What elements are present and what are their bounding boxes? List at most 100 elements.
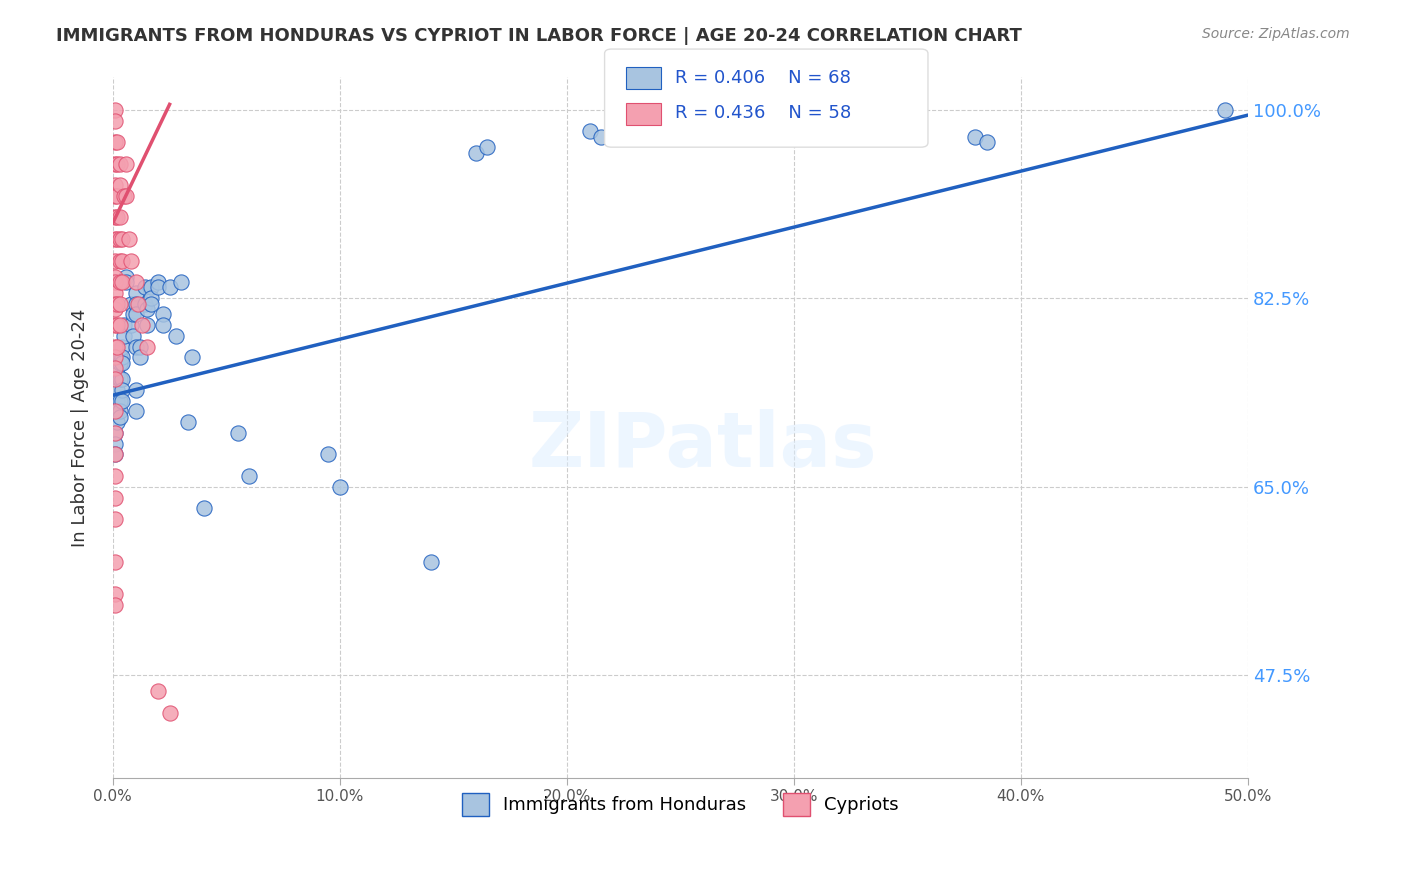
Immigrants from Honduras (124, 285, 146, 300)
Cypriots (127, 296, 149, 310)
Cypriots (105, 156, 128, 170)
Cypriots (131, 318, 153, 333)
Immigrants from Honduras (111, 372, 134, 386)
Immigrants from Honduras (124, 307, 146, 321)
Cypriots (105, 189, 128, 203)
Immigrants from Honduras (124, 296, 146, 310)
Immigrants from Honduras (135, 318, 157, 333)
Cypriots (124, 275, 146, 289)
Cypriots (104, 599, 127, 613)
Cypriots (104, 361, 127, 376)
Cypriots (108, 318, 131, 333)
Immigrants from Honduras (108, 372, 131, 386)
Cypriots (104, 372, 127, 386)
Cypriots (104, 491, 127, 505)
Cypriots (104, 189, 127, 203)
Immigrants from Honduras (120, 318, 142, 333)
Immigrants from Honduras (465, 145, 488, 160)
Immigrants from Honduras (148, 275, 170, 289)
Immigrants from Honduras (129, 340, 152, 354)
Immigrants from Honduras (181, 351, 204, 365)
Cypriots (105, 135, 128, 149)
Immigrants from Honduras (148, 280, 170, 294)
Cypriots (105, 211, 128, 225)
Immigrants from Honduras (122, 329, 145, 343)
Text: ZIPatlas: ZIPatlas (529, 409, 877, 483)
Cypriots (108, 253, 131, 268)
Immigrants from Honduras (135, 301, 157, 316)
Immigrants from Honduras (115, 269, 138, 284)
Cypriots (104, 587, 127, 601)
Cypriots (108, 275, 131, 289)
Immigrants from Honduras (159, 280, 181, 294)
Cypriots (108, 211, 131, 225)
Cypriots (104, 232, 127, 246)
Cypriots (118, 232, 141, 246)
Cypriots (115, 189, 138, 203)
Immigrants from Honduras (238, 469, 260, 483)
Immigrants from Honduras (111, 393, 134, 408)
Cypriots (108, 296, 131, 310)
Cypriots (104, 318, 127, 333)
Text: Source: ZipAtlas.com: Source: ZipAtlas.com (1202, 27, 1350, 41)
Cypriots (104, 113, 127, 128)
Immigrants from Honduras (105, 404, 128, 418)
Cypriots (111, 253, 134, 268)
Immigrants from Honduras (152, 307, 174, 321)
Cypriots (105, 340, 128, 354)
Immigrants from Honduras (141, 296, 163, 310)
Immigrants from Honduras (193, 501, 215, 516)
Immigrants from Honduras (477, 140, 499, 154)
Immigrants from Honduras (111, 356, 134, 370)
Immigrants from Honduras (134, 280, 156, 294)
Immigrants from Honduras (108, 356, 131, 370)
Cypriots (105, 318, 128, 333)
Immigrants from Honduras (122, 307, 145, 321)
Immigrants from Honduras (104, 436, 127, 450)
Immigrants from Honduras (165, 329, 187, 343)
Immigrants from Honduras (1213, 103, 1236, 117)
Cypriots (104, 275, 127, 289)
Cypriots (115, 156, 138, 170)
Cypriots (104, 447, 127, 461)
Immigrants from Honduras (104, 345, 127, 359)
Cypriots (104, 469, 127, 483)
Y-axis label: In Labor Force | Age 20-24: In Labor Force | Age 20-24 (72, 309, 89, 547)
Cypriots (104, 425, 127, 440)
Immigrants from Honduras (141, 280, 163, 294)
Immigrants from Honduras (104, 447, 127, 461)
Cypriots (104, 269, 127, 284)
Cypriots (104, 351, 127, 365)
Immigrants from Honduras (105, 383, 128, 397)
Cypriots (120, 253, 142, 268)
Cypriots (111, 232, 134, 246)
Cypriots (104, 253, 127, 268)
Immigrants from Honduras (111, 351, 134, 365)
Immigrants from Honduras (105, 393, 128, 408)
Legend: Immigrants from Honduras, Cypriots: Immigrants from Honduras, Cypriots (453, 784, 908, 824)
Immigrants from Honduras (329, 480, 352, 494)
Immigrants from Honduras (226, 425, 249, 440)
Immigrants from Honduras (141, 291, 163, 305)
Immigrants from Honduras (965, 129, 987, 144)
Cypriots (104, 301, 127, 316)
Immigrants from Honduras (104, 425, 127, 440)
Immigrants from Honduras (152, 318, 174, 333)
Cypriots (159, 706, 181, 720)
Cypriots (104, 156, 127, 170)
Immigrants from Honduras (124, 404, 146, 418)
Immigrants from Honduras (134, 296, 156, 310)
Cypriots (108, 156, 131, 170)
Immigrants from Honduras (976, 135, 998, 149)
Immigrants from Honduras (108, 393, 131, 408)
Cypriots (105, 232, 128, 246)
Immigrants from Honduras (105, 415, 128, 429)
Immigrants from Honduras (108, 351, 131, 365)
Cypriots (104, 512, 127, 526)
Immigrants from Honduras (318, 447, 340, 461)
Immigrants from Honduras (578, 124, 600, 138)
Immigrants from Honduras (115, 275, 138, 289)
Immigrants from Honduras (124, 383, 146, 397)
Cypriots (104, 340, 127, 354)
Immigrants from Honduras (112, 318, 135, 333)
